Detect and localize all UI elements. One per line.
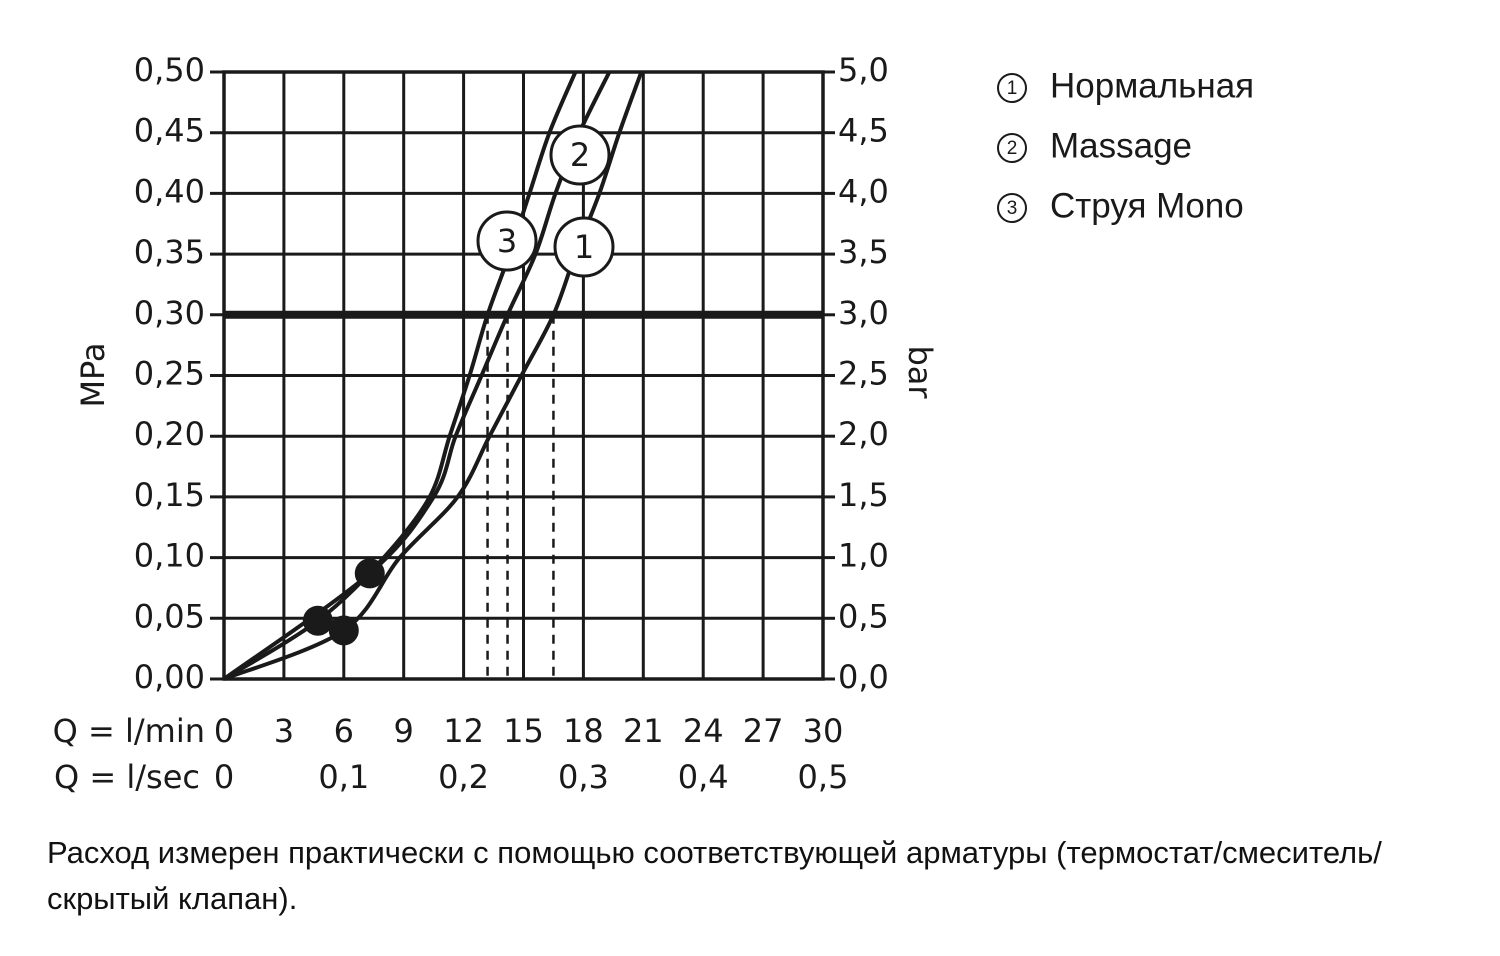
x2-tick-label: 0,1: [318, 758, 369, 796]
y-tick-label: 0,15: [134, 476, 205, 514]
y-tick-label: 0,20: [134, 415, 205, 453]
curve-label-circle: [553, 216, 615, 278]
curve-label: 3: [497, 222, 517, 260]
y-tick-label: 0,30: [134, 294, 205, 332]
y2-tick-label: 4,5: [838, 112, 889, 150]
y-tick-label: 0,10: [134, 537, 205, 575]
y2-tick-label: 3,5: [838, 233, 889, 271]
x-tick-label: 18: [563, 712, 604, 750]
flow-curve: [223, 71, 644, 681]
y2-tick-label: 0,0: [838, 658, 889, 696]
min-flow-point: [302, 605, 333, 636]
x2-tick-label: 0,2: [438, 758, 489, 796]
flow-curve: [222, 71, 578, 681]
legend-symbol: [997, 73, 1027, 103]
x-tick-label: 9: [394, 712, 414, 750]
x-tick-label: 15: [503, 712, 544, 750]
legend-label: Струя Mono: [1050, 186, 1244, 225]
x-tick-label: 3: [274, 712, 294, 750]
legend-symbol: [997, 133, 1027, 163]
y-axis-label: MPa: [74, 342, 112, 407]
y2-tick-label: 2,0: [838, 415, 889, 453]
legend-symbol-label: 2: [1007, 138, 1018, 159]
x2-tick-label: 0,5: [798, 758, 849, 796]
legend-symbol-label: 3: [1007, 198, 1018, 219]
x2-tick-label: 0,4: [678, 758, 729, 796]
y2-tick-label: 2,5: [838, 355, 889, 393]
y2-tick-label: 3,0: [838, 294, 889, 332]
legend-label: Massage: [1050, 126, 1192, 165]
y-tick-label: 0,50: [134, 51, 205, 89]
x-tick-label: 6: [334, 712, 354, 750]
x-tick-label: 30: [803, 712, 844, 750]
curve-label-circle: [476, 210, 538, 272]
x2-tick-label: 0,3: [558, 758, 609, 796]
y2-tick-label: 5,0: [838, 51, 889, 89]
x-tick-label: 21: [623, 712, 664, 750]
legend-symbol-label: 1: [1007, 78, 1018, 99]
y2-axis-label: bar: [901, 345, 939, 399]
curve-label: 2: [570, 136, 590, 174]
x-tick-label: 27: [743, 712, 784, 750]
y-tick-label: 0,05: [134, 597, 205, 635]
y2-tick-label: 1,5: [838, 476, 889, 514]
y-tick-label: 0,40: [134, 172, 205, 210]
x-axis-label: Q = l/min: [53, 712, 205, 750]
x2-tick-label: 0: [214, 758, 234, 796]
legend-symbol: [997, 193, 1027, 223]
x-tick-label: 24: [683, 712, 724, 750]
y-tick-label: 0,45: [134, 112, 205, 150]
x-tick-label: 0: [214, 712, 234, 750]
y2-tick-label: 0,5: [838, 597, 889, 635]
legend-label: Нормальная: [1050, 66, 1254, 105]
min-flow-point: [328, 615, 359, 646]
curve-label: 1: [574, 228, 594, 266]
x-tick-label: 12: [443, 712, 484, 750]
footnote: Расход измерен практически с помощью соо…: [47, 835, 1382, 916]
y2-tick-label: 1,0: [838, 537, 889, 575]
curve-label-circle: [549, 124, 611, 186]
y-tick-label: 0,35: [134, 233, 205, 271]
y-tick-label: 0,25: [134, 355, 205, 393]
x2-axis-label: Q = l/sec: [54, 758, 200, 796]
y2-tick-label: 4,0: [838, 172, 889, 210]
y-tick-label: 0,00: [134, 658, 205, 696]
plot-frame: [222, 70, 825, 681]
